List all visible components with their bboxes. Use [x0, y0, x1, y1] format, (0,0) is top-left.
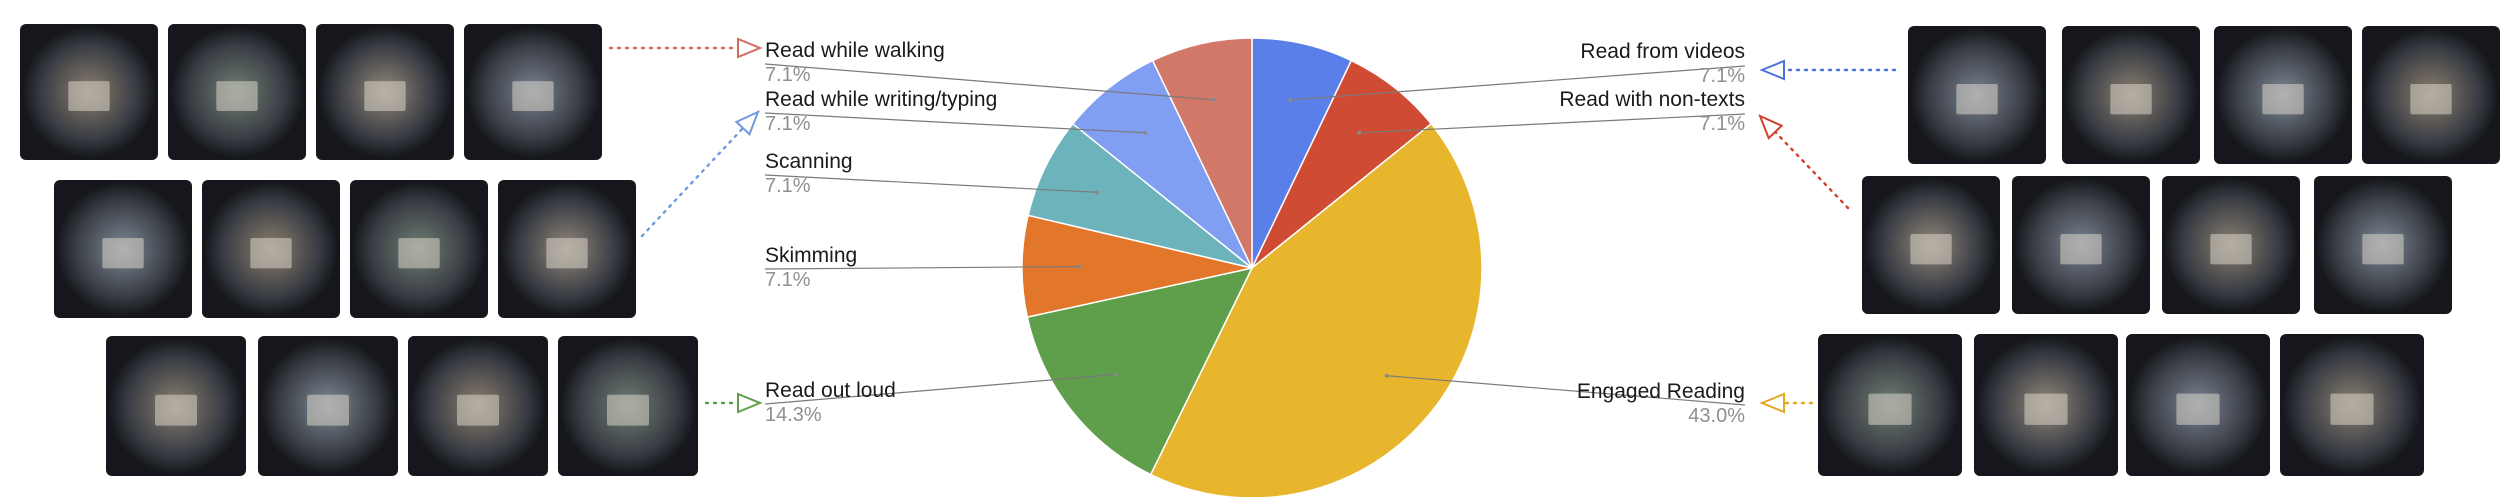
- leader-dot-read-from-videos: [1288, 97, 1293, 102]
- slice-label-scanning: Scanning: [765, 150, 853, 173]
- connector-videos: [1759, 59, 1897, 81]
- leader-dot-engaged-reading: [1384, 373, 1389, 378]
- slice-value-read-from-videos: 7.1%: [1699, 65, 1745, 87]
- label-leader-lines: [764, 63, 1746, 406]
- pie-slice-read-out-loud: [1026, 266, 1254, 476]
- leader-dot-scanning: [1095, 190, 1099, 195]
- connector-walking: [608, 37, 763, 59]
- photo-thumbnail: [464, 24, 602, 160]
- leader-line-read-while-walking: [764, 63, 1214, 101]
- photo-thumbnail: [558, 336, 698, 476]
- slice-value-skimming: 7.1%: [765, 269, 811, 291]
- photo-thumbnail: [2280, 334, 2424, 476]
- photo-thumbnail: [2126, 334, 2270, 476]
- leader-line-read-with-non-texts: [1359, 113, 1746, 134]
- leader-dot-read-while-writing-typing: [1142, 130, 1147, 135]
- connector-non-texts: [1758, 114, 1850, 210]
- photo-thumbnail: [316, 24, 454, 160]
- photo-thumbnail: [2214, 26, 2352, 164]
- slice-label-read-from-videos: Read from videos: [1580, 40, 1745, 63]
- slice-value-read-while-walking: 7.1%: [765, 64, 811, 86]
- photo-thumbnail: [408, 336, 548, 476]
- connector-out-loud: [704, 392, 763, 414]
- leader-line-scanning: [764, 174, 1098, 193]
- photo-thumbnail: [498, 180, 636, 318]
- leader-line-engaged-reading: [1386, 375, 1746, 406]
- photo-thumbnail: [2314, 176, 2452, 314]
- slice-label-read-with-non-texts: Read with non-texts: [1559, 88, 1745, 111]
- pie-slice-read-with-non-texts: [1251, 59, 1433, 269]
- photo-thumbnail: [202, 180, 340, 318]
- pie-slice-read-while-walking: [1151, 37, 1253, 269]
- photo-thumbnail: [54, 180, 192, 318]
- photo-thumbnail: [1862, 176, 2000, 314]
- pie-slice-scanning: [1027, 122, 1253, 269]
- slice-value-read-out-loud: 14.3%: [765, 404, 822, 426]
- slice-value-read-while-writing-typing: 7.1%: [765, 113, 811, 135]
- photo-thumbnail: [168, 24, 306, 160]
- pie-slice-skimming: [1021, 214, 1253, 319]
- pie-slice-read-while-writing-typing: [1071, 59, 1253, 269]
- photo-thumbnails: [20, 24, 2500, 476]
- photo-thumbnail: [1974, 334, 2118, 476]
- slice-label-read-while-walking: Read while walking: [765, 39, 945, 62]
- leader-dot-read-out-loud: [1114, 372, 1119, 377]
- connector-engaged: [1759, 392, 1814, 414]
- leader-dot-read-with-non-texts: [1357, 130, 1362, 135]
- photo-thumbnail: [2012, 176, 2150, 314]
- photo-thumbnail: [2162, 176, 2300, 314]
- slice-label-read-while-writing-typing: Read while writing/typing: [765, 88, 997, 111]
- leader-dot-read-while-walking: [1211, 97, 1216, 102]
- photo-thumbnail: [106, 336, 246, 476]
- slice-label-engaged-reading: Engaged Reading: [1577, 380, 1745, 403]
- photo-thumbnail: [1818, 334, 1962, 476]
- photo-thumbnail: [350, 180, 488, 318]
- leader-dot-skimming: [1077, 264, 1082, 269]
- photo-thumbnail: [1908, 26, 2046, 164]
- photo-connectors: [608, 37, 1897, 414]
- photo-thumbnail: [2062, 26, 2200, 164]
- slice-label-read-out-loud: Read out loud: [765, 379, 896, 402]
- leader-line-read-from-videos: [1290, 65, 1746, 101]
- photo-thumbnail: [2362, 26, 2500, 164]
- pie-slice-engaged-reading: [1149, 122, 1483, 497]
- slice-label-skimming: Skimming: [765, 244, 857, 267]
- leader-line-skimming: [764, 266, 1080, 270]
- leader-line-read-while-writing-typing: [764, 112, 1145, 134]
- slice-value-scanning: 7.1%: [765, 175, 811, 197]
- leader-line-read-out-loud: [764, 373, 1117, 405]
- pie-chart: [1021, 37, 1483, 497]
- slice-value-engaged-reading: 43.0%: [1688, 405, 1745, 427]
- connector-writing: [640, 110, 760, 238]
- photo-thumbnail: [258, 336, 398, 476]
- photo-thumbnail: [20, 24, 158, 160]
- pie-slice-read-from-videos: [1251, 37, 1353, 269]
- slice-value-read-with-non-texts: 7.1%: [1699, 113, 1745, 135]
